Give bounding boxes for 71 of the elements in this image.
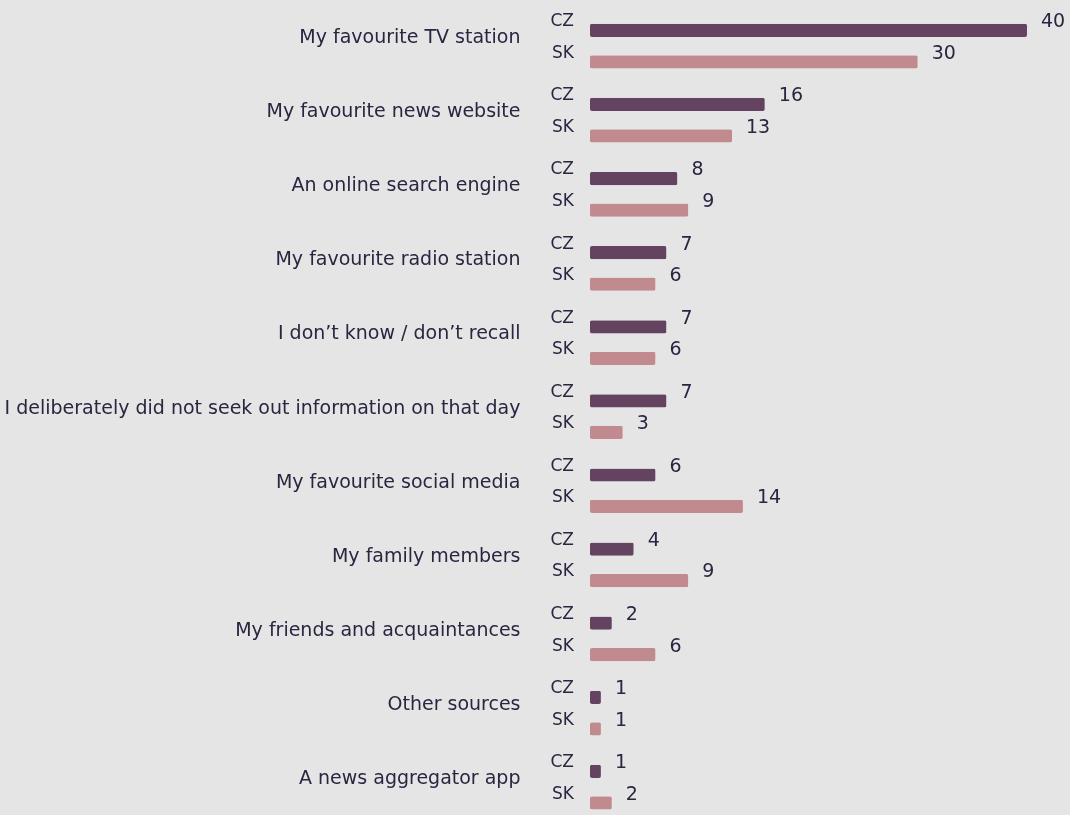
y-tick-label: An online search engine — [291, 173, 521, 196]
bar — [590, 246, 667, 260]
text: CZ — [550, 84, 574, 105]
bar — [590, 97, 765, 112]
text: CZ — [550, 380, 574, 401]
data-label: 3 — [636, 411, 649, 434]
bar — [590, 573, 689, 588]
text: CZ — [550, 454, 574, 475]
bar — [590, 468, 656, 482]
bar — [590, 499, 743, 514]
data-label: 2 — [625, 602, 638, 625]
y-tick-label: I deliberately did not seek out information on that day — [4, 395, 521, 418]
text: SK — [552, 115, 574, 136]
y-tick-label: My favourite TV station — [299, 24, 521, 47]
bar — [590, 129, 733, 143]
series-label: CZ — [550, 10, 574, 31]
data-label: 4 — [647, 527, 660, 550]
text: CZ — [550, 751, 574, 772]
bar — [590, 23, 1027, 37]
text: SK — [552, 338, 574, 359]
bar — [590, 425, 623, 439]
bar — [590, 320, 667, 334]
data-label: 16 — [778, 83, 803, 106]
y-tick-label: My favourite social media — [275, 469, 521, 492]
bar — [590, 648, 656, 662]
bar — [590, 203, 689, 217]
text: CZ — [550, 232, 574, 253]
data-label: 1 — [614, 707, 628, 730]
data-label: 1 — [614, 750, 628, 773]
data-label: 9 — [702, 188, 715, 211]
y-tick-label: Other sources — [387, 691, 521, 714]
data-label: 9 — [702, 559, 715, 582]
data-label: 6 — [669, 633, 682, 656]
text: SK — [552, 486, 574, 507]
data-label: 40 — [1041, 9, 1066, 32]
text: SK — [552, 708, 574, 729]
data-label: 30 — [931, 40, 956, 63]
y-tick-label: My friends and acquaintances — [235, 617, 521, 640]
data-label: 6 — [669, 263, 682, 286]
y-tick-label: A news aggregator app — [299, 766, 521, 789]
data-label: 6 — [669, 337, 682, 360]
bar — [590, 277, 656, 291]
data-label: 8 — [691, 157, 704, 180]
bar — [590, 55, 918, 69]
text: CZ — [550, 603, 574, 624]
bar — [590, 171, 678, 186]
text: SK — [552, 634, 574, 655]
data-label: 14 — [756, 485, 782, 508]
text: CZ — [550, 528, 574, 549]
text: CZ — [550, 158, 574, 179]
series-label: SK — [552, 41, 575, 62]
text: CZ — [550, 677, 574, 698]
data-label: 7 — [680, 305, 693, 328]
text: SK — [552, 189, 574, 210]
bar — [590, 351, 656, 365]
data-label: 13 — [746, 114, 771, 137]
text: SK — [552, 560, 574, 581]
y-tick-label: My favourite radio station — [275, 247, 521, 270]
text: SK — [552, 264, 574, 285]
text: SK — [552, 412, 574, 433]
data-label: 2 — [625, 781, 638, 804]
data-label: 7 — [680, 231, 693, 254]
text: SK — [552, 782, 574, 803]
bar — [590, 394, 667, 408]
y-tick-label: My family members — [331, 543, 521, 566]
text: CZ — [550, 306, 574, 327]
y-tick-label: I don’t know / don’t recall — [277, 321, 521, 344]
data-label: 1 — [614, 676, 628, 699]
data-label: 6 — [669, 453, 682, 476]
data-label: 7 — [680, 379, 693, 402]
y-tick-label: My favourite news website — [266, 99, 521, 122]
